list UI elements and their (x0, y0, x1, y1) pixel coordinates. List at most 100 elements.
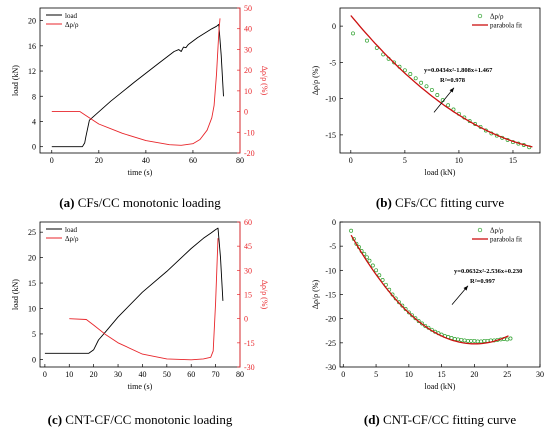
legend-label: Δρ/ρ (490, 227, 504, 235)
x-tick-label: 70 (212, 370, 220, 379)
y2-tick-label: 10 (244, 87, 252, 96)
caption-text: CFs/CC monotonic loading (74, 195, 221, 210)
x-tick-label: 15 (438, 370, 446, 379)
data-point (402, 68, 407, 73)
y-tick-label: -5 (329, 58, 336, 67)
y-tick-label: 15 (28, 279, 36, 288)
data-point (462, 338, 467, 343)
y2-axis-label: Δρ/ρ (%) (260, 66, 269, 96)
y-tick-label: 20 (28, 17, 36, 26)
caption-label: (a) (59, 195, 74, 210)
chart-c: 0 10 20 30 40 50 60 70 80 0 5 10 15 20 25 time (s) load … (11, 218, 269, 391)
resistance-line (69, 238, 219, 361)
legend-label: load (65, 12, 78, 20)
y-tick-label: 12 (28, 67, 36, 76)
x-tick-label: 0 (341, 370, 345, 379)
y2-tick-label: -15 (244, 339, 255, 348)
x-tick-label: 20 (90, 370, 98, 379)
data-point (408, 72, 413, 76)
x-tick-label: 0 (43, 370, 47, 379)
x-tick-label: 20 (95, 156, 103, 165)
y-axis-label: Δρ/ρ (%) (311, 65, 320, 95)
x-tick-label: 40 (142, 156, 150, 165)
data-point (377, 273, 382, 278)
x-axis-label: load (kN) (425, 168, 456, 177)
data-point (446, 103, 451, 108)
x-tick-label: 30 (114, 370, 122, 379)
y-tick-label: 4 (32, 117, 36, 126)
y-tick-label: 0 (32, 143, 36, 152)
y2-tick-label: 60 (244, 218, 252, 227)
caption-d: (d) CNT-CF/CC fitting curve (364, 412, 517, 427)
data-point (472, 338, 477, 343)
caption-label: (d) (364, 412, 380, 427)
data-point (351, 31, 355, 36)
legend-label: Δρ/ρ (490, 13, 504, 21)
caption-text: CFs/CC fitting curve (392, 195, 505, 210)
y-tick-label: 5 (32, 330, 36, 339)
fit-r-squared: R²=0.978 (440, 77, 466, 84)
data-point (374, 268, 379, 273)
arrow-head (463, 285, 468, 291)
x-tick-label: 50 (163, 370, 171, 379)
data-point (435, 93, 440, 97)
caption-b: (b) CFs/CC fitting curve (376, 195, 504, 210)
caption-a: (a) CFs/CC monotonic loading (59, 195, 221, 210)
x-tick-label: 20 (470, 370, 478, 379)
load-line (51, 23, 224, 148)
fit-equation: y=0.0632x²-2.536x+0.230 (454, 268, 522, 275)
chart-b: 0 5 10 15 -15 -10 -5 0 load (kN) Δρ/ρ (%) Δρ/ρpara… (311, 7, 541, 177)
y2-tick-label: 50 (244, 4, 252, 13)
data-point (365, 38, 369, 43)
data-point (465, 338, 470, 343)
x-tick-label: 80 (236, 156, 244, 165)
y-tick-label: 10 (28, 304, 36, 313)
y2-tick-label: 0 (244, 108, 248, 117)
x-tick-label: 0 (349, 156, 353, 165)
y-axis-label: load (kN) (11, 279, 20, 310)
data-point (380, 278, 385, 282)
data-point (349, 228, 354, 233)
data-point (469, 338, 474, 343)
data-point (374, 45, 379, 50)
arrow-head (449, 87, 454, 93)
y2-tick-label: 15 (244, 291, 252, 300)
annotation-arrow (433, 87, 455, 113)
data-point (479, 339, 483, 344)
legend-label: Δρ/ρ (65, 21, 79, 29)
x-axis-label: load (kN) (425, 382, 456, 391)
y2-tick-label: 0 (244, 315, 248, 324)
chart-a: 0 20 40 60 80 0 4 8 12 16 20 time (s) load (kN) -20 -1… (11, 4, 269, 177)
legend-label: load (65, 226, 78, 234)
y-tick-label: 0 (332, 218, 336, 227)
resistance-line (51, 18, 221, 146)
caption-c: (c) CNT-CF/CC monotonic loading (48, 412, 233, 427)
y-tick-label: -10 (325, 95, 336, 104)
x-tick-label: 10 (455, 156, 463, 165)
y2-tick-label: -20 (244, 149, 255, 158)
data-point (508, 336, 513, 341)
data-point (419, 80, 424, 85)
x-axis-label: time (s) (128, 382, 153, 391)
y2-tick-label: 30 (244, 45, 252, 54)
x-tick-label: 10 (405, 370, 413, 379)
data-point (424, 84, 429, 89)
fit-equation: y=0.0434x²-1.808x+1.467 (424, 67, 493, 74)
y-tick-label: 20 (28, 254, 36, 263)
y-tick-label: -15 (325, 291, 336, 300)
data-point (482, 338, 487, 343)
x-tick-label: 30 (536, 370, 544, 379)
load-line (44, 227, 224, 354)
y-tick-label: 0 (32, 355, 36, 364)
y-tick-label: -20 (325, 315, 336, 324)
legend-swatch (477, 13, 483, 19)
data-point (456, 337, 460, 342)
y-tick-label: 0 (332, 22, 336, 31)
y-axis-label: load (kN) (11, 65, 20, 96)
data-point (416, 319, 421, 324)
x-axis-label: time (s) (128, 168, 153, 177)
plot-frame (339, 7, 541, 154)
y2-tick-label: 30 (244, 266, 252, 275)
y-tick-label: -30 (325, 363, 336, 372)
